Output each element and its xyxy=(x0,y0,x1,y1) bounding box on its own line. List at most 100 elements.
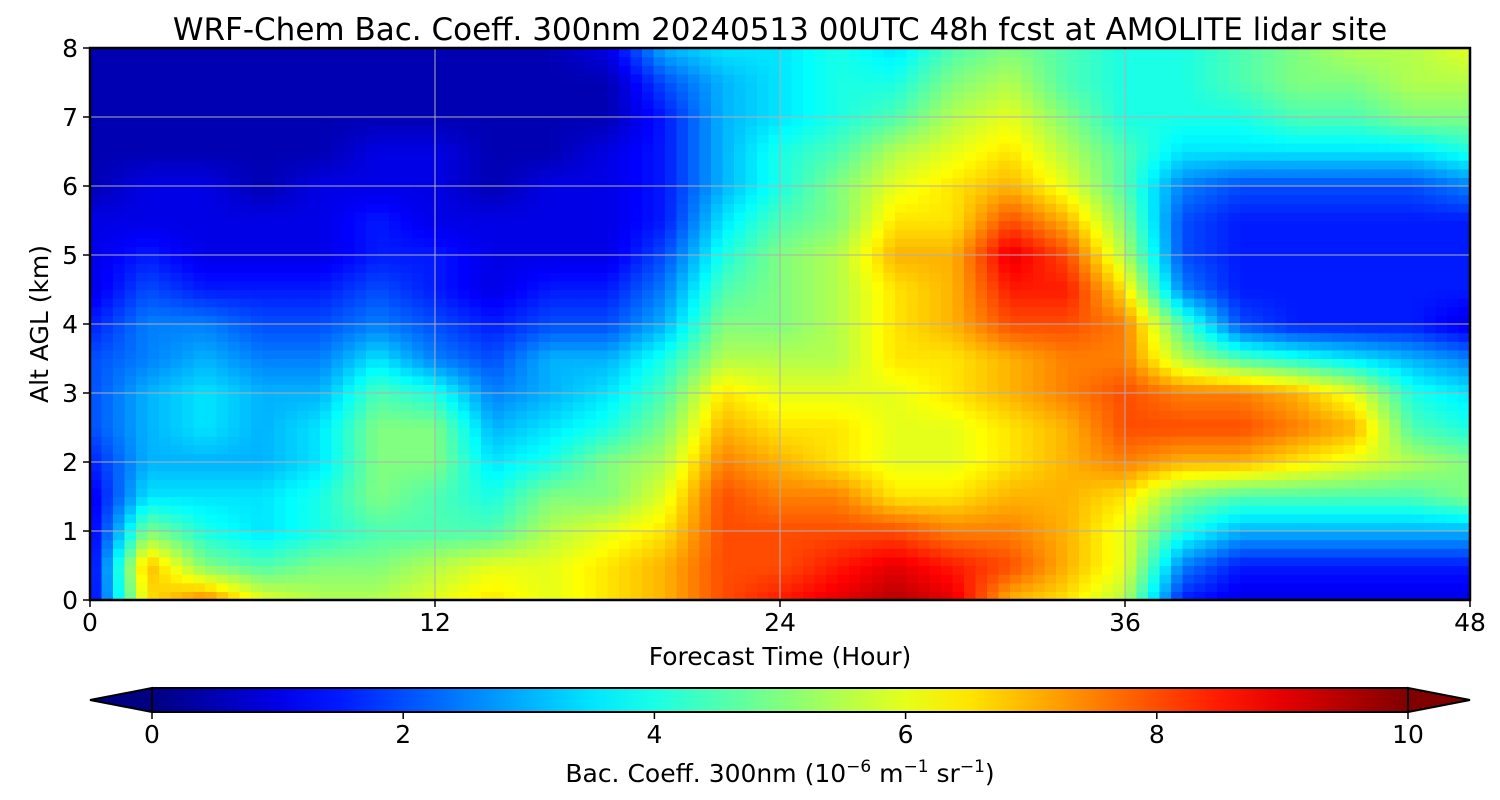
heatmap-cell xyxy=(722,298,735,308)
heatmap-cell xyxy=(699,246,712,256)
heatmap-cell xyxy=(412,237,425,247)
heatmap-cell xyxy=(768,280,781,291)
heatmap-cell xyxy=(757,263,770,273)
heatmap-cell xyxy=(1194,531,1207,541)
heatmap-cell xyxy=(688,367,701,377)
heatmap-cell xyxy=(1286,436,1299,446)
heatmap-cell xyxy=(653,358,666,368)
heatmap-cell xyxy=(929,505,942,515)
heatmap-cell xyxy=(550,358,563,368)
heatmap-cell xyxy=(906,349,919,360)
heatmap-cell xyxy=(1010,496,1023,506)
heatmap-cell xyxy=(262,427,275,437)
heatmap-cell xyxy=(412,574,425,584)
heatmap-cell xyxy=(1102,496,1115,506)
heatmap-cell xyxy=(515,375,528,385)
heatmap-cell xyxy=(274,539,287,549)
heatmap-cell xyxy=(987,462,1000,472)
heatmap-cell xyxy=(1447,349,1460,360)
heatmap-cell xyxy=(1205,246,1218,256)
heatmap-cell xyxy=(1171,341,1184,351)
heatmap-cell xyxy=(1113,341,1126,351)
heatmap-cell xyxy=(1217,565,1230,575)
heatmap-cell xyxy=(975,479,988,489)
heatmap-cell xyxy=(1297,341,1310,351)
heatmap-cell xyxy=(101,436,114,446)
heatmap-cell xyxy=(435,548,448,558)
heatmap-cell xyxy=(757,393,770,403)
heatmap-cell xyxy=(699,272,712,282)
heatmap-cell xyxy=(389,289,402,299)
heatmap-cell xyxy=(1171,401,1184,411)
heatmap-cell xyxy=(1102,582,1115,592)
heatmap-cell xyxy=(734,375,747,385)
heatmap-cell xyxy=(918,306,931,316)
heatmap-cell xyxy=(1263,272,1276,282)
heatmap-cell xyxy=(573,582,586,592)
heatmap-cell xyxy=(849,349,862,360)
heatmap-cell xyxy=(1309,531,1322,541)
heatmap-cell xyxy=(734,349,747,360)
heatmap-cell xyxy=(159,341,172,351)
heatmap-cell xyxy=(366,556,379,567)
heatmap-cell xyxy=(596,289,609,299)
heatmap-cell xyxy=(780,410,793,420)
heatmap-cell xyxy=(320,470,333,480)
heatmap-cell xyxy=(573,306,586,316)
heatmap-cell xyxy=(619,384,632,394)
heatmap-cell xyxy=(1297,410,1310,420)
heatmap-cell xyxy=(193,255,206,265)
heatmap-cell xyxy=(446,367,459,377)
heatmap-cell xyxy=(159,358,172,368)
heatmap-cell xyxy=(952,591,965,600)
heatmap-cell xyxy=(1240,565,1253,575)
heatmap-cell xyxy=(561,341,574,351)
heatmap-cell xyxy=(1033,401,1046,411)
heatmap-cell xyxy=(1136,315,1149,325)
heatmap-cell xyxy=(113,513,126,523)
heatmap-cell xyxy=(665,418,678,429)
heatmap-cell xyxy=(630,289,643,299)
heatmap-cell xyxy=(561,539,574,549)
heatmap-cell xyxy=(124,237,137,247)
heatmap-cell xyxy=(975,556,988,567)
heatmap-cell xyxy=(688,479,701,489)
heatmap-cell xyxy=(1251,332,1264,342)
heatmap-cell xyxy=(182,272,195,282)
heatmap-cell xyxy=(1332,410,1345,420)
heatmap-cell xyxy=(998,367,1011,377)
heatmap-cell xyxy=(1125,401,1138,411)
heatmap-cell xyxy=(1182,444,1195,454)
heatmap-cell xyxy=(630,246,643,256)
heatmap-cell xyxy=(1125,272,1138,282)
heatmap-cell xyxy=(1010,522,1023,532)
heatmap-cell xyxy=(1297,289,1310,299)
heatmap-cell xyxy=(745,401,758,411)
heatmap-cell xyxy=(596,487,609,498)
heatmap-cell xyxy=(768,393,781,403)
heatmap-cell xyxy=(1136,393,1149,403)
heatmap-cell xyxy=(630,479,643,489)
heatmap-cell xyxy=(446,410,459,420)
heatmap-cell xyxy=(1159,280,1172,291)
heatmap-cell xyxy=(285,462,298,472)
heatmap-cell xyxy=(895,531,908,541)
heatmap-cell xyxy=(676,401,689,411)
heatmap-cell xyxy=(343,522,356,532)
heatmap-cell xyxy=(607,255,620,265)
heatmap-cell xyxy=(1366,505,1379,515)
heatmap-cell xyxy=(1458,246,1470,256)
heatmap-cell xyxy=(1343,522,1356,532)
heatmap-cell xyxy=(952,470,965,480)
heatmap-cell xyxy=(527,349,540,360)
heatmap-cell xyxy=(1412,375,1425,385)
heatmap-cell xyxy=(504,306,517,316)
heatmap-cell xyxy=(423,401,436,411)
heatmap-cell xyxy=(1355,591,1368,600)
heatmap-cell xyxy=(1355,531,1368,541)
heatmap-cell xyxy=(1217,539,1230,549)
heatmap-cell xyxy=(906,427,919,437)
heatmap-cell xyxy=(274,427,287,437)
heatmap-cell xyxy=(561,522,574,532)
heatmap-cell xyxy=(1079,565,1092,575)
